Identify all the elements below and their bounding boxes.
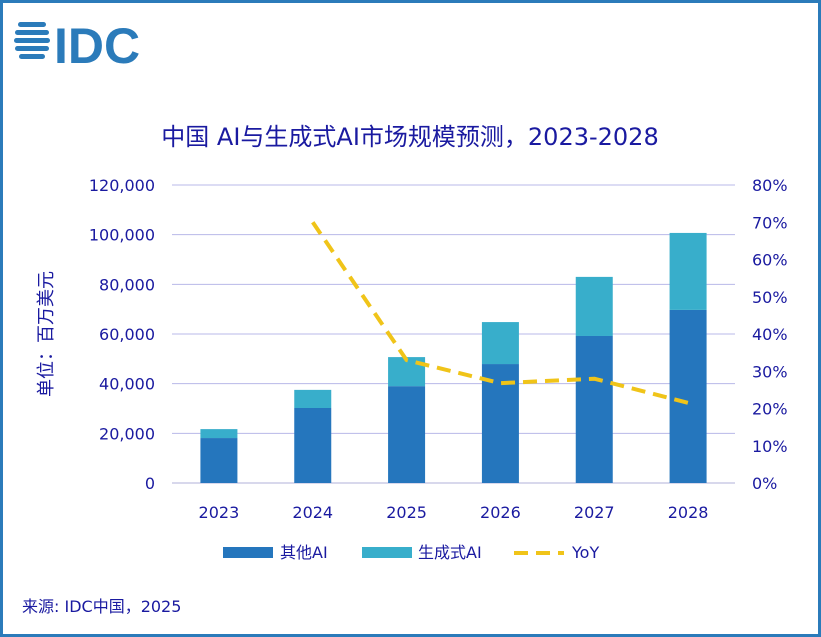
svg-text:IDC: IDC — [54, 18, 140, 74]
y-tick-label: 20,000 — [99, 424, 155, 443]
bar-other-ai-2025 — [388, 386, 426, 483]
bar-genai-2028 — [669, 232, 707, 310]
legend-swatch-genai — [362, 547, 412, 558]
y-tick-label: 60,000 — [99, 325, 155, 344]
y2-tick-label: 20% — [752, 400, 788, 419]
x-tick-label: 2024 — [292, 503, 333, 522]
bar-genai-2024 — [294, 389, 332, 409]
legend-label-other-ai: 其他AI — [280, 543, 328, 562]
y-axis-label: 单位：百万美元 — [36, 271, 57, 397]
y2-tick-label: 0% — [752, 474, 777, 493]
y-tick-label: 40,000 — [99, 375, 155, 394]
y2-tick-label: 80% — [752, 176, 788, 195]
legend: 其他AI 生成式AI YoY — [223, 543, 599, 562]
x-tick-label: 2025 — [386, 503, 427, 522]
y-tick-label: 120,000 — [89, 176, 155, 195]
y2-tick-label: 70% — [752, 213, 788, 232]
y-tick-label: 0 — [145, 474, 155, 493]
bar-other-ai-2023 — [200, 438, 238, 483]
bar-genai-2026 — [481, 322, 519, 365]
yoy-line — [311, 221, 689, 405]
bar-other-ai-2027 — [575, 335, 613, 483]
y2-tick-label: 10% — [752, 437, 788, 456]
y2-tick-label: 50% — [752, 288, 788, 307]
y2-tick-label: 30% — [752, 362, 788, 381]
y-tick-label: 80,000 — [99, 275, 155, 294]
chart-title: 中国 AI与生成式AI市场规模预测，2023-2028 — [161, 123, 658, 151]
legend-label-genai: 生成式AI — [418, 543, 482, 562]
idc-logo: IDC — [14, 18, 140, 74]
bar-other-ai-2024 — [294, 408, 332, 483]
x-tick-label: 2027 — [574, 503, 615, 522]
source-note: 来源: IDC中国，2025 — [22, 597, 181, 616]
y2-tick-label: 40% — [752, 325, 788, 344]
x-tick-label: 2023 — [199, 503, 240, 522]
x-tick-label: 2026 — [480, 503, 521, 522]
y2-tick-label: 60% — [752, 251, 788, 270]
bar-other-ai-2028 — [669, 309, 707, 483]
y-tick-label: 100,000 — [89, 226, 155, 245]
legend-swatch-other-ai — [223, 547, 273, 558]
bar-genai-2023 — [200, 429, 238, 439]
x-tick-label: 2028 — [668, 503, 709, 522]
legend-label-yoy: YoY — [571, 543, 599, 562]
bar-genai-2027 — [575, 276, 613, 336]
